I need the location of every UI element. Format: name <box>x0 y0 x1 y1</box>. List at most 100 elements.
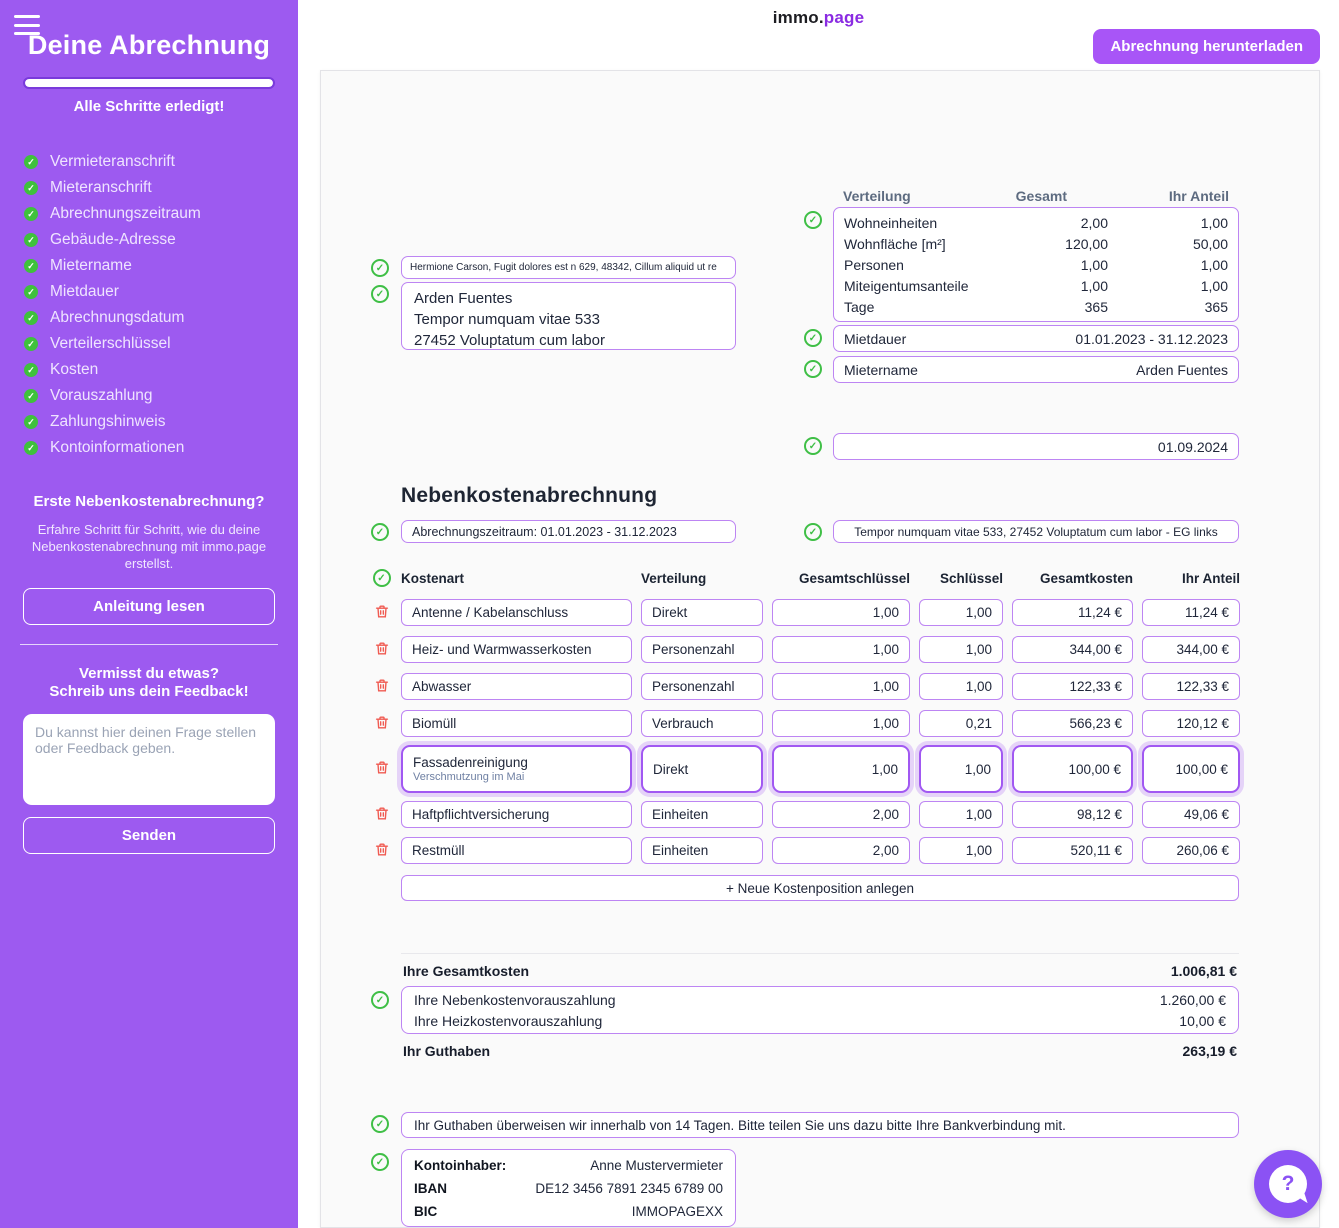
cost-share-input[interactable]: 122,33 € <box>1142 673 1240 700</box>
send-feedback-button[interactable]: Senden <box>23 817 275 855</box>
cost-distribution-input[interactable]: Direkt <box>641 599 763 626</box>
cost-header-total-cost: Gesamtkosten <box>1039 570 1133 586</box>
delete-row-button[interactable] <box>371 676 392 697</box>
cost-row-focused: Fassadenreinigung Verschmutzung im Mai D… <box>371 745 1240 793</box>
prepayment-field[interactable]: Ihre Nebenkostenvorauszahlung 1.260,00 €… <box>401 986 1239 1034</box>
delete-row-button[interactable] <box>371 602 392 623</box>
sidebar-item-kosten[interactable]: ✓ Kosten <box>24 357 298 383</box>
check-icon: ✓ <box>804 437 822 455</box>
cost-name-input[interactable]: Fassadenreinigung Verschmutzung im Mai <box>401 745 632 793</box>
cost-share-input[interactable]: 120,12 € <box>1142 710 1240 737</box>
read-guide-button[interactable]: Anleitung lesen <box>23 587 275 625</box>
prepayment-row: Ihre Heizkostenvorauszahlung 10,00 € <box>414 1011 1226 1032</box>
cost-total-cost-input[interactable]: 11,24 € <box>1012 599 1133 626</box>
cost-total-key-input[interactable]: 1,00 <box>772 673 910 700</box>
cost-total-cost-input[interactable]: 566,23 € <box>1012 710 1133 737</box>
sidebar-item-gebaeude-adresse[interactable]: ✓ Gebäude-Adresse <box>24 227 298 253</box>
download-statement-button[interactable]: Abrechnung herunterladen <box>1093 29 1320 64</box>
distribution-header-share: Ihr Anteil <box>1168 188 1229 204</box>
sidebar-item-label: Kontoinformationen <box>50 439 185 457</box>
distribution-table[interactable]: Wohneinheiten 2,00 1,00 Wohnfläche [m²] 120… <box>833 207 1239 322</box>
sidebar-item-vorauszahlung[interactable]: ✓ Vorauszahlung <box>24 383 298 409</box>
cost-total-key-input[interactable]: 1,00 <box>772 745 910 793</box>
cost-key-input[interactable]: 1,00 <box>919 837 1003 864</box>
cost-name-input[interactable]: Heiz- und Warmwasserkosten <box>401 636 632 663</box>
cost-name-input[interactable]: Antenne / Kabelanschluss <box>401 599 632 626</box>
cost-key-input[interactable]: 0,21 <box>919 710 1003 737</box>
cost-key-input[interactable]: 1,00 <box>919 745 1003 793</box>
cost-distribution-input[interactable]: Personenzahl <box>641 636 763 663</box>
sidebar-item-vermieteranschrift[interactable]: ✓ Vermieteranschrift <box>24 149 298 175</box>
cost-total-key-input[interactable]: 2,00 <box>772 837 910 864</box>
check-icon: ✓ <box>371 991 389 1009</box>
bank-value: Anne Mustervermieter <box>590 1158 723 1173</box>
sidebar-item-mietdauer[interactable]: ✓ Mietdauer <box>24 279 298 305</box>
hamburger-menu-icon[interactable] <box>14 15 40 35</box>
sidebar-item-label: Zahlungshinweis <box>50 413 166 431</box>
check-icon: ✓ <box>24 337 38 352</box>
cost-key-input[interactable]: 1,00 <box>919 636 1003 663</box>
cost-key-input[interactable]: 1,00 <box>919 673 1003 700</box>
sidebar-item-abrechnungszeitraum[interactable]: ✓ Abrechnungszeitraum <box>24 201 298 227</box>
sidebar-item-kontoinformationen[interactable]: ✓ Kontoinformationen <box>24 435 298 461</box>
cost-total-cost-input[interactable]: 344,00 € <box>1012 636 1133 663</box>
cost-share-input[interactable]: 260,06 € <box>1142 837 1240 864</box>
sidebar-item-mieteranschrift[interactable]: ✓ Mieteranschrift <box>24 175 298 201</box>
cost-distribution-input[interactable]: Einheiten <box>641 837 763 864</box>
cost-total-key-input[interactable]: 2,00 <box>772 801 910 828</box>
cost-name-input[interactable]: Restmüll <box>401 837 632 864</box>
cost-key-input[interactable]: 1,00 <box>919 801 1003 828</box>
trash-icon <box>374 640 390 660</box>
delete-row-button[interactable] <box>371 759 392 780</box>
cost-total-cost-input[interactable]: 520,11 € <box>1012 837 1133 864</box>
cost-name-note: Verschmutzung im Mai <box>413 771 525 783</box>
bank-row: BIC IMMOPAGEXX <box>414 1200 723 1223</box>
cost-share-input[interactable]: 11,24 € <box>1142 599 1240 626</box>
payment-note-field[interactable]: Ihr Guthaben überweisen wir innerhalb vo… <box>401 1112 1239 1138</box>
cost-name-input[interactable]: Biomüll <box>401 710 632 737</box>
delete-row-button[interactable] <box>371 639 392 660</box>
cost-distribution-input[interactable]: Personenzahl <box>641 673 763 700</box>
sidebar-item-label: Vermieteranschrift <box>50 153 175 171</box>
billing-object-field[interactable]: Tempor numquam vitae 533, 27452 Voluptat… <box>833 520 1239 543</box>
landlord-address-field[interactable]: Hermione Carson, Fugit dolores est n 629… <box>401 256 736 279</box>
cost-total-cost-input[interactable]: 122,33 € <box>1012 673 1133 700</box>
feedback-textarea[interactable] <box>23 714 275 806</box>
tenant-address-line: Arden Fuentes <box>414 290 513 307</box>
cost-distribution-input[interactable]: Einheiten <box>641 801 763 828</box>
cost-total-cost-input[interactable]: 98,12 € <box>1012 801 1133 828</box>
add-cost-row-button[interactable]: + Neue Kostenposition anlegen <box>401 875 1239 901</box>
cost-distribution-input[interactable]: Direkt <box>641 745 763 793</box>
sidebar-item-label: Mieteranschrift <box>50 179 152 197</box>
bank-label: IBAN <box>414 1181 447 1196</box>
cost-share-input[interactable]: 344,00 € <box>1142 636 1240 663</box>
cost-distribution-input[interactable]: Verbrauch <box>641 710 763 737</box>
bank-details-field[interactable]: Kontoinhaber: Anne Mustervermieter IBAN … <box>401 1149 736 1227</box>
prepayment-label: Ihre Heizkostenvorauszahlung <box>414 1013 603 1029</box>
sidebar-item-verteilerschluessel[interactable]: ✓ Verteilerschlüssel <box>24 331 298 357</box>
cost-name-input[interactable]: Abwasser <box>401 673 632 700</box>
cost-total-key-input[interactable]: 1,00 <box>772 636 910 663</box>
cost-header-share: Ihr Anteil <box>1181 570 1240 586</box>
cost-key-input[interactable]: 1,00 <box>919 599 1003 626</box>
sidebar-item-abrechnungsdatum[interactable]: ✓ Abrechnungsdatum <box>24 305 298 331</box>
help-button[interactable]: ? <box>1254 1150 1322 1218</box>
tenant-name-field[interactable]: Mietername Arden Fuentes <box>833 356 1239 383</box>
tenant-address-field[interactable]: Arden Fuentes Tempor numquam vitae 533 2… <box>401 282 736 350</box>
cost-share-input[interactable]: 100,00 € <box>1142 745 1240 793</box>
check-icon: ✓ <box>371 259 389 277</box>
cost-total-key-input[interactable]: 1,00 <box>772 599 910 626</box>
delete-row-button[interactable] <box>371 713 392 734</box>
cost-share-input[interactable]: 49,06 € <box>1142 801 1240 828</box>
cost-total-key-input[interactable]: 1,00 <box>772 710 910 737</box>
statement-date-field[interactable]: 01.09.2024 <box>833 433 1239 460</box>
billing-period-field[interactable]: Abrechnungszeitraum: 01.01.2023 - 31.12.… <box>401 520 736 543</box>
cost-total-cost-input[interactable]: 100,00 € <box>1012 745 1133 793</box>
delete-row-button[interactable] <box>371 840 392 861</box>
help-chat-icon: ? <box>1269 1165 1308 1207</box>
sidebar-item-mietername[interactable]: ✓ Mietername <box>24 253 298 279</box>
rental-period-field[interactable]: Mietdauer 01.01.2023 - 31.12.2023 <box>833 325 1239 352</box>
delete-row-button[interactable] <box>371 804 392 825</box>
sidebar-item-zahlungshinweis[interactable]: ✓ Zahlungshinweis <box>24 409 298 435</box>
cost-name-input[interactable]: Haftpflichtversicherung <box>401 801 632 828</box>
